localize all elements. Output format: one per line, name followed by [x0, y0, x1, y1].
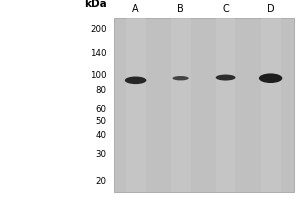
Text: 50: 50 — [95, 117, 106, 126]
Text: 80: 80 — [95, 86, 106, 95]
Text: 30: 30 — [95, 150, 106, 159]
Text: D: D — [267, 4, 274, 14]
Text: B: B — [177, 4, 184, 14]
Text: 60: 60 — [95, 105, 106, 114]
Text: 200: 200 — [90, 25, 106, 34]
Text: kDa: kDa — [84, 0, 106, 9]
Text: A: A — [132, 4, 139, 14]
Text: 140: 140 — [90, 49, 106, 58]
Text: 40: 40 — [95, 131, 106, 140]
Text: 100: 100 — [90, 71, 106, 80]
Text: C: C — [222, 4, 229, 14]
Text: 20: 20 — [95, 177, 106, 186]
